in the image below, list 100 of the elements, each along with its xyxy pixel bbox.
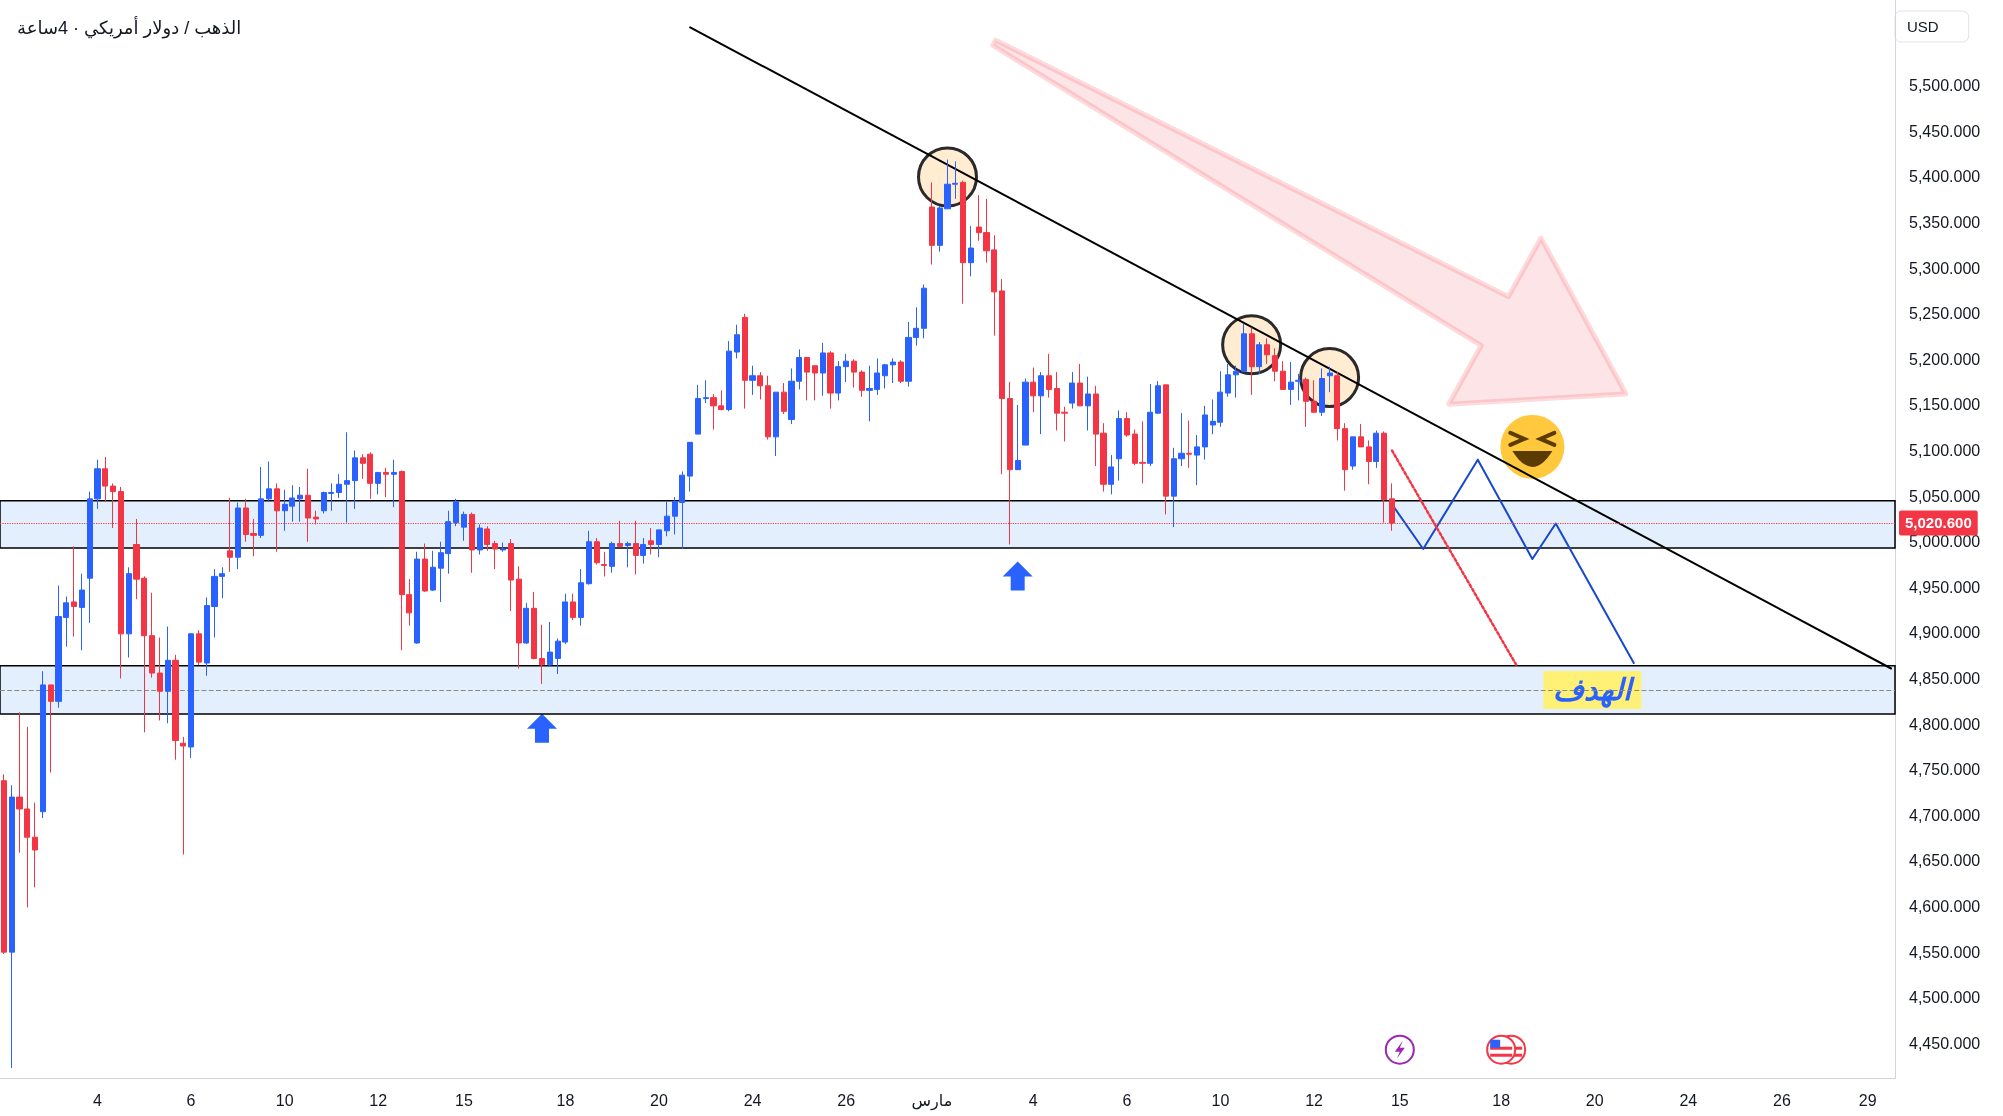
- candlestick: [1334, 371, 1340, 441]
- candlestick: [929, 181, 935, 265]
- y-tick-label: 4,800.000: [1909, 715, 1981, 733]
- candlestick: [1249, 326, 1255, 396]
- candlestick: [258, 466, 264, 539]
- candlestick: [383, 467, 389, 498]
- candlestick: [687, 441, 693, 493]
- candlestick: [71, 545, 77, 638]
- candlestick: [820, 342, 826, 397]
- candlestick: [1147, 383, 1153, 467]
- candlestick: [843, 353, 849, 383]
- candlestick: [757, 371, 763, 400]
- y-tick-label: 5,100.000: [1909, 442, 1981, 460]
- candlestick: [601, 551, 607, 577]
- x-tick-label: 15: [455, 1091, 473, 1109]
- candlestick: [695, 384, 701, 435]
- y-tick-label: 5,400.000: [1909, 168, 1981, 186]
- candlestick: [484, 525, 490, 552]
- candlestick: [1015, 404, 1021, 471]
- candlestick: [1366, 440, 1372, 485]
- candlestick: [102, 456, 108, 503]
- candlestick: [531, 591, 537, 660]
- candlestick: [172, 654, 179, 761]
- candlestick: [9, 784, 15, 1069]
- candlestick: [703, 379, 709, 404]
- y-tick-label: 5,050.000: [1909, 487, 1981, 505]
- x-tick-label: 18: [1492, 1091, 1511, 1109]
- candlestick: [453, 498, 459, 527]
- x-tick-label: 26: [837, 1091, 856, 1109]
- x-tick-label: 10: [275, 1091, 294, 1109]
- candlestick: [851, 358, 857, 389]
- candlestick: [492, 540, 498, 570]
- candlestick: [960, 180, 966, 305]
- candlestick: [1350, 436, 1356, 471]
- candlestick: [765, 375, 771, 441]
- candlestick: [516, 565, 522, 670]
- candlestick: [1116, 409, 1122, 482]
- candlestick: [1233, 365, 1239, 399]
- candlestick: [266, 460, 272, 502]
- candlestick: [126, 566, 132, 659]
- y-tick-label: 5,000.000: [1909, 533, 1981, 551]
- candlestick: [734, 324, 740, 359]
- candlestick: [414, 551, 420, 645]
- candlestick: [804, 357, 810, 401]
- candlestick: [1241, 323, 1247, 373]
- candlestick: [640, 537, 646, 565]
- candlestick: [40, 670, 46, 819]
- candlestick: [48, 684, 54, 773]
- y-tick-label: 4,900.000: [1909, 624, 1981, 642]
- y-tick-label: 4,850.000: [1909, 670, 1981, 688]
- candlestick: [664, 501, 670, 537]
- candlestick: [898, 359, 904, 384]
- x-tick-label: 12: [369, 1091, 388, 1109]
- x-tick-label: 26: [1773, 1091, 1791, 1109]
- candlestick: [749, 365, 756, 396]
- candlestick: [570, 593, 576, 621]
- candlestick: [1046, 353, 1052, 399]
- y-tick-label: 4,650.000: [1909, 852, 1981, 870]
- candlestick: [625, 541, 631, 568]
- candlestick: [1038, 371, 1044, 435]
- candlestick: [461, 511, 467, 542]
- band-label: الهدف: [1553, 673, 1636, 709]
- candlestick: [391, 459, 397, 508]
- candlestick: [1303, 377, 1309, 428]
- candlestick: [196, 629, 202, 666]
- y-tick-label: 4,950.000: [1909, 578, 1981, 596]
- y-tick-label: 4,750.000: [1909, 761, 1981, 779]
- candlestick: [1085, 376, 1091, 431]
- x-tick-label: 18: [556, 1091, 575, 1109]
- y-tick-label: 5,300.000: [1909, 259, 1981, 277]
- candlestick: [1358, 423, 1364, 448]
- candlestick: [968, 225, 974, 277]
- y-tick-label: 4,550.000: [1909, 943, 1981, 961]
- candlestick: [1319, 367, 1325, 417]
- candlestick: [1264, 337, 1270, 365]
- candlestick: [430, 550, 436, 592]
- candlestick: [180, 736, 186, 856]
- candlestick: [1108, 454, 1114, 495]
- y-tick-label: 4,500.000: [1909, 989, 1981, 1007]
- candlestick: [1194, 434, 1200, 486]
- candlestick: [508, 538, 514, 612]
- candlestick: [500, 542, 506, 553]
- candlestick: [375, 471, 381, 495]
- candlestick: [149, 592, 155, 679]
- candlestick: [827, 350, 834, 410]
- candlestick: [1272, 347, 1278, 382]
- candlestick: [352, 450, 358, 510]
- y-tick-label: 4,700.000: [1909, 806, 1981, 824]
- candlestick: [344, 431, 350, 524]
- candlestick: [726, 340, 732, 412]
- candlestick: [539, 624, 545, 685]
- candlestick: [1256, 341, 1262, 375]
- y-tick-label: 5,450.000: [1909, 122, 1981, 140]
- x-tick-label: 4: [1028, 1091, 1038, 1109]
- candlestick: [1342, 422, 1348, 492]
- y-tick-label: 4,450.000: [1909, 1034, 1981, 1052]
- ref-line-label: 5,020.600: [1905, 514, 1972, 532]
- candlestick: [32, 802, 38, 888]
- candlestick: [157, 637, 163, 721]
- x-tick-label: 15: [1390, 1091, 1409, 1109]
